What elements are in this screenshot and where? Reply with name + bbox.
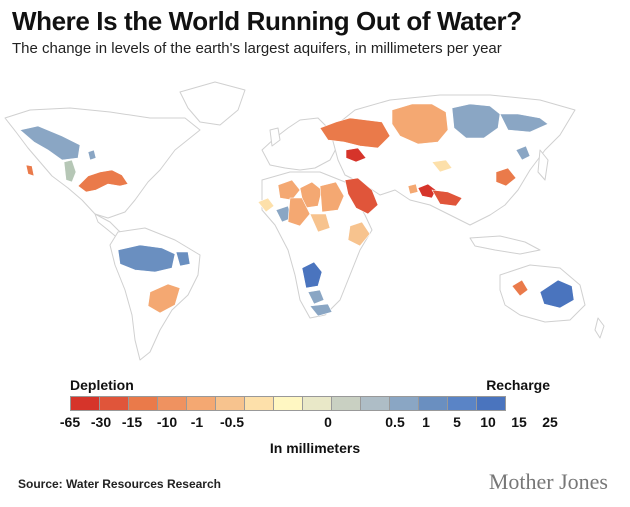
legend-swatch bbox=[273, 396, 303, 411]
aquifer-kalahari bbox=[307, 289, 325, 305]
legend-tick: 25 bbox=[542, 414, 558, 430]
legend-swatch bbox=[447, 396, 477, 411]
legend-tick: 0.5 bbox=[385, 414, 405, 430]
legend-tick: -15 bbox=[121, 414, 143, 430]
legend-tick: -65 bbox=[59, 414, 81, 430]
legend-tick: 5 bbox=[453, 414, 461, 430]
world-map bbox=[4, 81, 605, 361]
landmass-greenland bbox=[179, 81, 246, 126]
landmass-north-america bbox=[4, 107, 201, 219]
aquifer-small-himalaya bbox=[407, 183, 419, 195]
page-subtitle: The change in levels of the earth's larg… bbox=[12, 40, 502, 57]
aquifer-mississippi bbox=[77, 169, 129, 193]
legend-swatch bbox=[215, 396, 245, 411]
aquifer-ganges bbox=[431, 189, 463, 207]
legend-swatch bbox=[186, 396, 216, 411]
legend-tick: -1 bbox=[190, 414, 204, 430]
aquifer-karoo bbox=[309, 303, 333, 317]
aquifer-north-china bbox=[495, 167, 517, 187]
legend-swatch bbox=[389, 396, 419, 411]
page-title: Where Is the World Running Out of Water? bbox=[12, 6, 522, 36]
aquifer-ogaden-juba bbox=[347, 221, 371, 247]
legend-tick: -0.5 bbox=[219, 414, 245, 430]
publisher-logo: Mother Jones bbox=[488, 469, 608, 494]
aquifer-tarim bbox=[431, 159, 453, 173]
aquifer-northwest-us bbox=[19, 125, 81, 161]
legend-swatch bbox=[331, 396, 361, 411]
aquifer-regions bbox=[19, 103, 575, 317]
legend-tick: -30 bbox=[90, 414, 112, 430]
aquifer-caspian bbox=[345, 147, 367, 163]
aquifer-canning bbox=[511, 279, 529, 297]
legend-depletion-label: Depletion bbox=[70, 377, 134, 393]
legend-swatch bbox=[418, 396, 448, 411]
legend-unit-label: In millimeters bbox=[269, 440, 361, 456]
legend-color-scale bbox=[70, 396, 506, 411]
aquifer-guarani bbox=[147, 283, 181, 314]
legend-recharge-label: Recharge bbox=[486, 377, 550, 393]
aquifer-nw-sahara bbox=[277, 179, 301, 201]
legend-swatch bbox=[476, 396, 506, 411]
landmass-japan bbox=[537, 149, 549, 181]
aquifer-great-lakes bbox=[87, 149, 97, 161]
legend-tick: 0 bbox=[324, 414, 332, 430]
legend-swatch bbox=[244, 396, 274, 411]
legend-swatch bbox=[99, 396, 129, 411]
legend-tick: 1 bbox=[422, 414, 430, 430]
legend-swatch bbox=[70, 396, 100, 411]
landmass-new-zealand bbox=[594, 317, 605, 339]
aquifer-amazon bbox=[117, 244, 176, 273]
landmass-uk bbox=[269, 127, 281, 147]
aquifer-west-siberian bbox=[391, 103, 449, 145]
aquifer-sudd bbox=[309, 213, 331, 233]
aquifer-amazon-east bbox=[175, 251, 191, 267]
legend-tick: 15 bbox=[511, 414, 527, 430]
aquifer-great-plains bbox=[63, 159, 77, 183]
aquifer-great-artesian bbox=[539, 279, 575, 309]
source-credit: Source: Water Resources Research bbox=[18, 477, 221, 491]
aquifer-central-valley bbox=[25, 164, 35, 177]
legend-tick: -10 bbox=[156, 414, 178, 430]
aquifer-tunguss bbox=[451, 103, 501, 139]
legend-swatch bbox=[157, 396, 187, 411]
aquifer-song-liao bbox=[515, 145, 531, 161]
aquifer-congo bbox=[301, 261, 323, 289]
legend-swatch bbox=[302, 396, 332, 411]
legend-swatch bbox=[128, 396, 158, 411]
aquifer-iullemeden bbox=[257, 197, 275, 213]
legend-tick: 10 bbox=[480, 414, 496, 430]
legend-ticks: -65 -30 -15 -10 -1 -0.5 0 0.5 1 5 10 15 … bbox=[50, 414, 570, 434]
aquifer-nubian bbox=[319, 181, 345, 213]
aquifer-arabian bbox=[344, 177, 379, 215]
aquifer-russian-platform bbox=[319, 117, 391, 149]
landmass-indonesia bbox=[469, 235, 541, 255]
legend-swatch bbox=[360, 396, 390, 411]
aquifer-angara-lena bbox=[499, 113, 549, 133]
aquifer-chad-basin bbox=[287, 197, 311, 227]
